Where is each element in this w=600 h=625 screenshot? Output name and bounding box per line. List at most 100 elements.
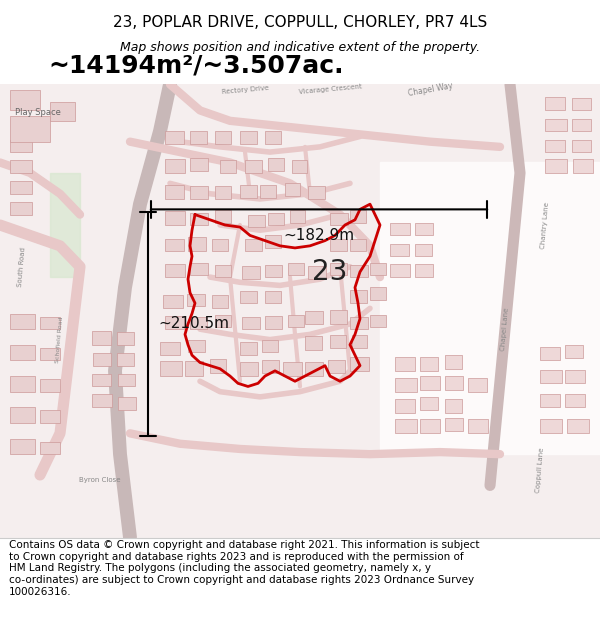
Bar bbox=[305, 311, 323, 324]
Bar bbox=[350, 239, 366, 251]
Text: Byron Close: Byron Close bbox=[79, 478, 121, 483]
Bar bbox=[240, 131, 257, 144]
Bar bbox=[445, 418, 463, 431]
Bar bbox=[540, 347, 560, 361]
Bar bbox=[330, 311, 347, 324]
Bar bbox=[165, 264, 185, 277]
Bar bbox=[118, 374, 135, 386]
Bar bbox=[165, 211, 185, 225]
Bar bbox=[573, 159, 593, 173]
Text: South Road: South Road bbox=[17, 246, 27, 287]
Bar bbox=[212, 295, 228, 308]
Text: Coppull Lane: Coppull Lane bbox=[535, 447, 545, 493]
Bar bbox=[350, 317, 368, 329]
Bar bbox=[305, 336, 322, 350]
Bar bbox=[445, 355, 462, 369]
Bar bbox=[565, 345, 583, 358]
Text: Chantry Lane: Chantry Lane bbox=[540, 201, 550, 249]
Bar bbox=[92, 394, 112, 408]
Text: Play Space: Play Space bbox=[15, 108, 61, 117]
Bar bbox=[248, 214, 265, 227]
Text: ~210.5m: ~210.5m bbox=[158, 316, 229, 331]
Bar bbox=[350, 211, 366, 223]
Bar bbox=[468, 419, 488, 433]
Bar bbox=[545, 97, 565, 111]
Bar bbox=[567, 419, 589, 433]
Bar bbox=[165, 239, 184, 251]
Bar bbox=[545, 159, 567, 173]
Text: Vicarage Crescent: Vicarage Crescent bbox=[298, 84, 362, 96]
Bar bbox=[350, 289, 367, 303]
Bar bbox=[540, 370, 562, 383]
Bar bbox=[190, 158, 208, 171]
Bar bbox=[330, 239, 347, 251]
Bar bbox=[165, 131, 184, 144]
Bar bbox=[540, 419, 562, 433]
Bar bbox=[215, 314, 231, 327]
Bar bbox=[370, 262, 386, 275]
Bar bbox=[330, 262, 347, 275]
Bar bbox=[165, 316, 184, 329]
Bar bbox=[165, 186, 184, 199]
Bar bbox=[50, 102, 75, 121]
Text: Chapel Lane: Chapel Lane bbox=[500, 308, 510, 351]
Bar bbox=[40, 379, 60, 392]
Bar bbox=[93, 353, 111, 366]
Bar bbox=[160, 361, 182, 376]
Bar bbox=[540, 394, 560, 408]
Bar bbox=[10, 314, 35, 329]
Bar bbox=[10, 345, 35, 361]
Bar bbox=[190, 262, 208, 275]
Bar bbox=[190, 213, 208, 225]
Bar bbox=[118, 397, 136, 411]
Bar bbox=[292, 161, 307, 173]
Bar bbox=[210, 359, 226, 373]
Bar bbox=[415, 223, 433, 236]
Bar bbox=[10, 376, 35, 392]
Bar bbox=[185, 361, 203, 376]
Text: Map shows position and indicative extent of the property.: Map shows position and indicative extent… bbox=[120, 41, 480, 54]
Bar bbox=[308, 186, 325, 199]
Text: 23, POPLAR DRIVE, COPPULL, CHORLEY, PR7 4LS: 23, POPLAR DRIVE, COPPULL, CHORLEY, PR7 … bbox=[113, 15, 487, 30]
Bar bbox=[215, 264, 231, 277]
Bar bbox=[268, 213, 284, 225]
Bar bbox=[390, 264, 410, 277]
Bar bbox=[165, 159, 185, 173]
Bar bbox=[265, 236, 281, 248]
Bar bbox=[380, 162, 600, 454]
Bar bbox=[242, 317, 260, 329]
Bar bbox=[40, 348, 60, 361]
Bar bbox=[188, 238, 206, 251]
Bar bbox=[212, 239, 228, 251]
Text: Schofield Road: Schofield Road bbox=[55, 316, 65, 363]
Bar bbox=[10, 161, 32, 173]
Bar bbox=[245, 239, 262, 251]
Bar bbox=[188, 339, 205, 352]
Bar bbox=[242, 266, 260, 279]
Bar bbox=[565, 370, 585, 383]
Bar bbox=[285, 183, 300, 196]
Bar bbox=[260, 186, 276, 198]
Bar bbox=[572, 98, 591, 111]
Bar bbox=[268, 158, 284, 171]
Bar bbox=[445, 399, 462, 412]
Text: Chapel Way: Chapel Way bbox=[407, 81, 453, 98]
Text: ~14194m²/~3.507ac.: ~14194m²/~3.507ac. bbox=[48, 54, 343, 78]
Bar bbox=[190, 131, 207, 144]
Text: 23: 23 bbox=[313, 258, 347, 286]
Bar bbox=[265, 316, 282, 329]
Bar bbox=[330, 213, 348, 225]
Bar bbox=[10, 408, 35, 423]
Bar bbox=[352, 336, 367, 348]
Bar bbox=[445, 376, 463, 389]
Bar bbox=[240, 342, 257, 355]
Bar bbox=[262, 361, 279, 373]
Bar bbox=[415, 244, 432, 256]
Text: Rectory Drive: Rectory Drive bbox=[221, 84, 269, 94]
Bar bbox=[395, 419, 417, 433]
Bar bbox=[240, 362, 258, 376]
Bar bbox=[468, 378, 487, 392]
Bar bbox=[10, 139, 32, 152]
Bar bbox=[265, 131, 281, 144]
Bar bbox=[160, 342, 180, 355]
